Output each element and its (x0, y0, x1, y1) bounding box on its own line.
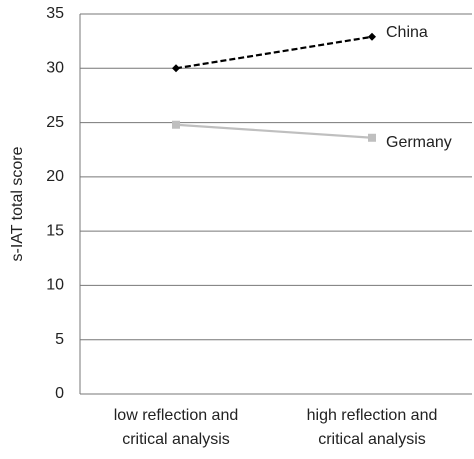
series-label: Germany (386, 134, 452, 151)
x-tick-label: critical analysis (318, 431, 426, 448)
y-tick-label: 20 (46, 168, 64, 185)
x-tick-label: critical analysis (122, 431, 230, 448)
y-tick-label: 0 (55, 385, 64, 402)
y-axis-label: s-IAT total score (9, 146, 26, 261)
series-line (175, 123, 373, 139)
y-tick-label: 30 (46, 60, 64, 77)
x-tick-label: low reflection and (114, 407, 239, 424)
marker (172, 120, 180, 129)
series-line (175, 35, 373, 70)
y-tick-label: 5 (55, 331, 64, 348)
marker (172, 64, 180, 73)
y-tick-label: 35 (46, 5, 64, 22)
y-tick-label: 25 (46, 114, 64, 131)
x-tick-label: high reflection and (307, 407, 438, 424)
y-tick-label: 15 (46, 222, 64, 239)
y-tick-label: 10 (46, 277, 64, 294)
marker (368, 32, 376, 41)
series-label: China (386, 24, 428, 41)
marker (368, 133, 376, 142)
